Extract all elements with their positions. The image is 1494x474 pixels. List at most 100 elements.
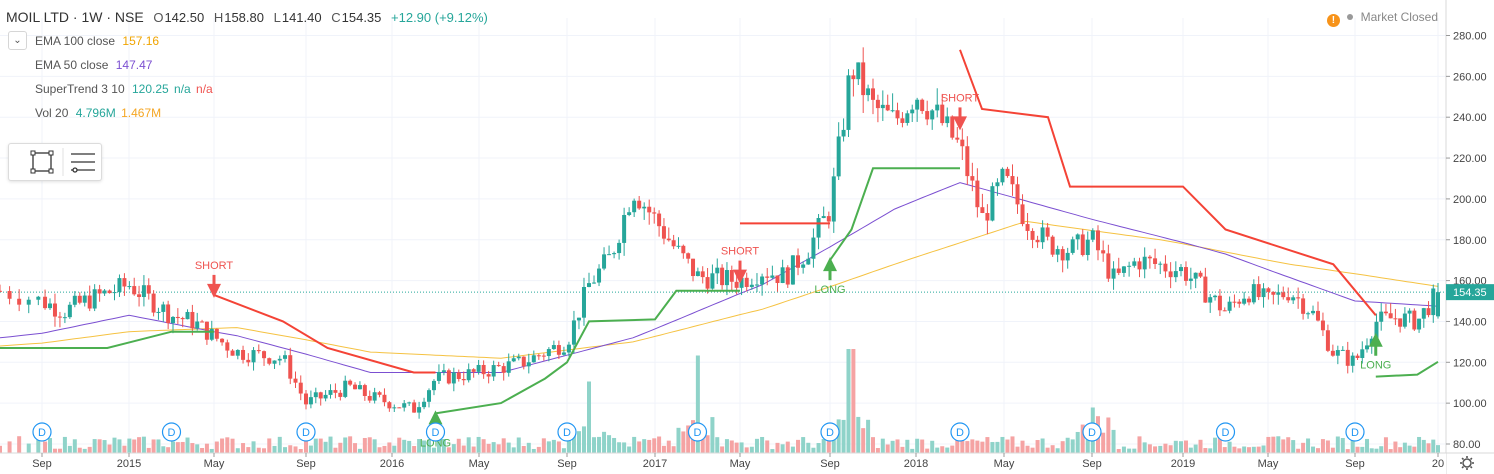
long-arrow-icon [428,410,443,425]
volume-bar [671,446,676,453]
market-status: ! Market Closed [1326,10,1438,27]
dividend-marker[interactable] [557,422,577,442]
volume-bar [647,439,652,453]
candle-body [905,113,910,123]
indicator-ema50[interactable]: EMA 50 close 147.47 [35,58,152,72]
indicator-supertrend[interactable]: SuperTrend 3 10 120.25 n/a n/a [35,82,213,96]
candle-body [960,139,965,147]
candle-body [910,109,915,114]
close-label: C [331,10,341,25]
volume-bar [431,447,436,453]
candle-body [298,382,303,394]
candle-body [170,316,175,324]
volume-bar [417,439,422,453]
volume-bar [1010,436,1015,453]
candle-body [1306,313,1311,315]
symbol-title[interactable]: MOIL LTD · 1W · NSE [6,9,144,25]
collapse-indicators-button[interactable]: ⌄ [8,31,27,50]
volume-bar [1315,448,1320,453]
candle-body [566,344,571,353]
candle-body [422,401,427,408]
candle-body [156,311,161,313]
dividend-marker[interactable] [1082,422,1102,442]
candle-body [1147,256,1152,259]
dividend-marker[interactable] [425,422,446,442]
volume-bar [821,439,826,453]
dividend-marker[interactable] [1345,422,1365,442]
candle-body [1417,318,1422,330]
candle-body [36,296,41,300]
candle-body [256,350,261,352]
candle-body [117,278,122,293]
candle-body [1360,349,1365,359]
candle-body [304,393,308,405]
volume-bar [816,443,821,453]
volume-bar [1050,445,1055,453]
volume-bar [576,431,581,453]
dividend-marker[interactable] [820,422,840,442]
volume-bar [1232,446,1237,453]
indicator-ema100[interactable]: EMA 100 close 157.16 [35,34,159,48]
volume-bar [506,442,511,453]
volume-bar [392,445,397,453]
candle-body [122,278,127,287]
candle-body [622,214,627,243]
rectangle-tool-icon[interactable] [30,150,54,174]
dividend-marker[interactable] [950,422,970,442]
volume-bar [1000,436,1005,453]
volume-bar [288,445,293,453]
indicator-ema50-name: EMA 50 close [35,58,109,72]
dividend-marker[interactable] [1215,422,1236,442]
volume-bar [940,446,945,453]
candle-body [417,407,422,413]
gear-icon-tooth [1461,465,1465,469]
volume-bar [82,448,87,453]
candle-body [1050,236,1055,255]
candle-body [816,218,821,238]
volume-bar [1208,448,1213,453]
time-tick-label: May [994,458,1015,470]
candle-body [308,397,313,405]
volume-bar [451,444,456,453]
price-tick-label: 260.00 [1453,71,1487,83]
dividend-marker[interactable] [687,422,708,442]
indicator-volume[interactable]: Vol 20 4.796M 1.467M [35,106,161,120]
dividend-marker[interactable] [32,422,52,442]
indicator-volume-ma: 1.467M [121,106,162,120]
candle-body [283,355,288,359]
price-tick-label: 240.00 [1453,112,1487,124]
time-tick-label: Sep [1345,458,1365,470]
candle-body [866,88,871,96]
volume-bar [637,441,642,453]
volume-bar [62,436,67,453]
volume-bar [1168,445,1173,453]
dividend-marker[interactable] [161,422,182,442]
candle-body [729,270,734,282]
dividend-marker[interactable] [296,422,316,442]
candle-body [461,378,466,381]
volume-bar [1383,437,1388,453]
candle-body [1010,176,1015,185]
candle-body [715,267,720,274]
settings-icon[interactable] [1460,456,1474,470]
volume-bar [551,439,556,453]
volume-bar [676,427,681,453]
candle-body [481,364,486,375]
volume-bar [117,439,122,453]
volume-bar [1306,438,1311,453]
candle-body [900,118,905,123]
volume-bar [729,440,734,453]
volume-bar [836,419,841,453]
volume-bar [851,349,856,453]
candle-body [82,295,87,303]
menu-lines-icon[interactable] [71,153,95,173]
dividend-marker-label: D [302,427,310,439]
volume-bar [744,447,749,453]
candle-body [890,110,895,112]
candle-body [1163,263,1168,272]
candle-body [1188,278,1193,281]
candle-body [382,394,387,403]
warning-icon[interactable]: ! [1326,14,1340,27]
volume-bar [920,439,925,453]
